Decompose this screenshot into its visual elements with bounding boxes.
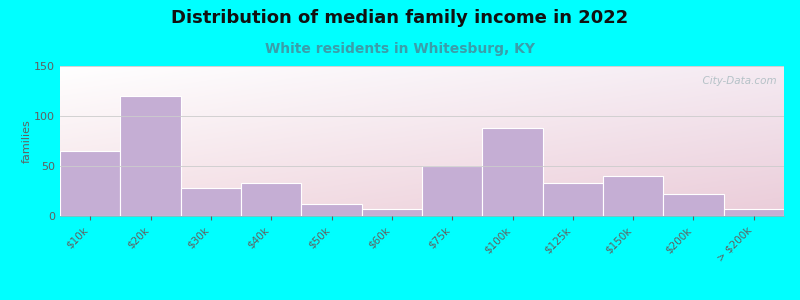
Bar — [422, 166, 482, 216]
Bar — [482, 128, 542, 216]
Bar — [603, 176, 663, 216]
Y-axis label: families: families — [22, 119, 31, 163]
Bar — [181, 188, 241, 216]
Bar — [120, 96, 181, 216]
Text: City-Data.com: City-Data.com — [696, 76, 777, 86]
Bar — [724, 209, 784, 216]
Bar — [362, 209, 422, 216]
Bar — [241, 183, 302, 216]
Text: Distribution of median family income in 2022: Distribution of median family income in … — [171, 9, 629, 27]
Bar — [542, 183, 603, 216]
Text: White residents in Whitesburg, KY: White residents in Whitesburg, KY — [265, 42, 535, 56]
Bar — [302, 204, 362, 216]
Bar — [60, 151, 120, 216]
Bar — [663, 194, 724, 216]
